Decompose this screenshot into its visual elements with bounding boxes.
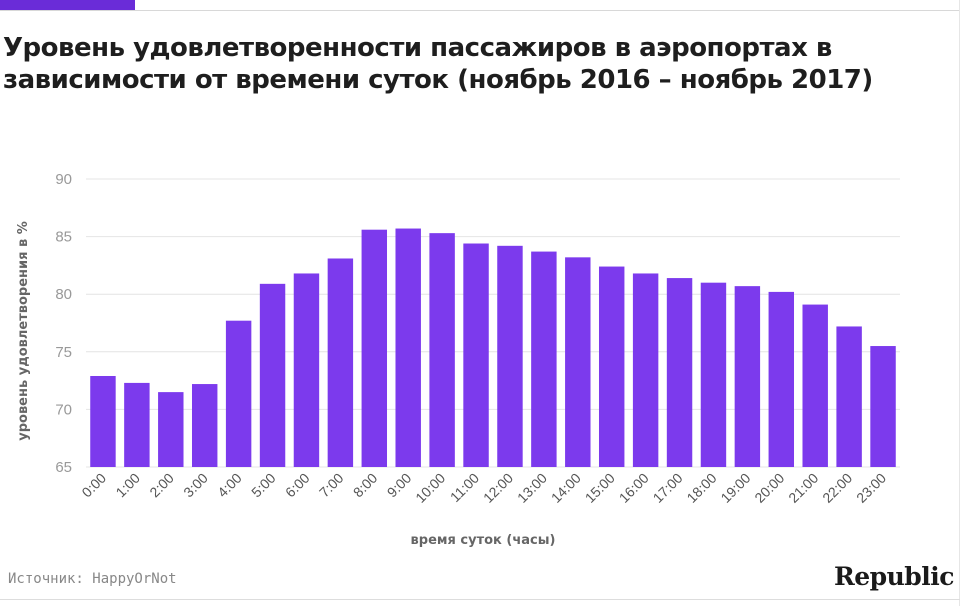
- bar: [565, 257, 591, 467]
- x-tick-label: 16:00: [616, 470, 652, 506]
- bar: [158, 392, 184, 467]
- x-tick-label: 23:00: [853, 470, 889, 506]
- x-tick-label: 1:00: [112, 470, 143, 501]
- bar: [531, 251, 557, 467]
- bar: [124, 382, 150, 467]
- bar-chart: 65 70 75 80 85 90 0:00 1:00 2:00 3:00 4:00 5:00 6:00…: [16, 171, 900, 548]
- y-tick-label: 75: [55, 344, 72, 361]
- y-tick-label: 90: [55, 171, 72, 188]
- x-tick-label: 4:00: [214, 470, 245, 501]
- x-tick-label: 19:00: [717, 470, 753, 506]
- y-tick-label: 80: [55, 286, 72, 303]
- x-tick-label: 15:00: [582, 470, 618, 506]
- x-tick-label: 21:00: [785, 470, 821, 506]
- bar: [836, 326, 862, 467]
- bar: [90, 375, 116, 467]
- x-axis-label: время суток (часы): [411, 533, 556, 548]
- x-tick-label: 9:00: [384, 470, 415, 501]
- bar: [395, 228, 421, 467]
- bar: [429, 233, 455, 467]
- x-tick-label: 2:00: [146, 470, 177, 501]
- x-tick-label: 20:00: [751, 470, 787, 506]
- y-axis-label: уровень удовлетворения в %: [16, 221, 31, 441]
- top-accent-bar: [0, 0, 135, 10]
- bar: [870, 346, 896, 467]
- x-tick-label: 8:00: [350, 470, 381, 501]
- y-tick-label: 70: [55, 401, 72, 418]
- x-tick-label: 17:00: [650, 470, 686, 506]
- bar: [497, 245, 523, 467]
- bar: [327, 258, 354, 467]
- bar: [293, 273, 320, 467]
- chart-title: Уровень удовлетворенности пассажиров в а…: [3, 33, 873, 95]
- bar: [734, 286, 761, 467]
- bar: [632, 273, 659, 467]
- x-tick-label: 0:00: [78, 470, 109, 501]
- bar: [802, 304, 828, 467]
- republic-logo: Republic: [833, 562, 955, 591]
- bar: [191, 384, 218, 467]
- x-tick-label: 7:00: [316, 470, 347, 501]
- bar: [225, 320, 252, 467]
- bar: [463, 243, 489, 467]
- x-tick-label: 5:00: [248, 470, 279, 501]
- bar: [700, 282, 727, 467]
- x-tick-label: 14:00: [548, 470, 584, 506]
- x-tick-label: 10:00: [412, 470, 448, 506]
- x-tick-label: 18:00: [683, 470, 719, 506]
- y-tick-label: 85: [55, 229, 72, 246]
- top-divider: [0, 10, 960, 11]
- bar: [768, 291, 795, 467]
- y-tick-label: 65: [55, 459, 72, 476]
- bottom-divider: [0, 599, 960, 600]
- bar: [598, 266, 625, 467]
- bar: [361, 229, 388, 467]
- bar: [666, 278, 693, 467]
- x-tick-label: 6:00: [282, 470, 313, 501]
- source-note: Источник: HappyOrNot: [8, 571, 177, 587]
- x-tick-label: 13:00: [514, 470, 550, 506]
- x-tick-label: 11:00: [447, 470, 483, 506]
- bar: [259, 283, 286, 467]
- x-tick-label: 12:00: [480, 470, 516, 506]
- x-tick-label: 22:00: [819, 470, 855, 506]
- x-tick-label: 3:00: [180, 470, 211, 501]
